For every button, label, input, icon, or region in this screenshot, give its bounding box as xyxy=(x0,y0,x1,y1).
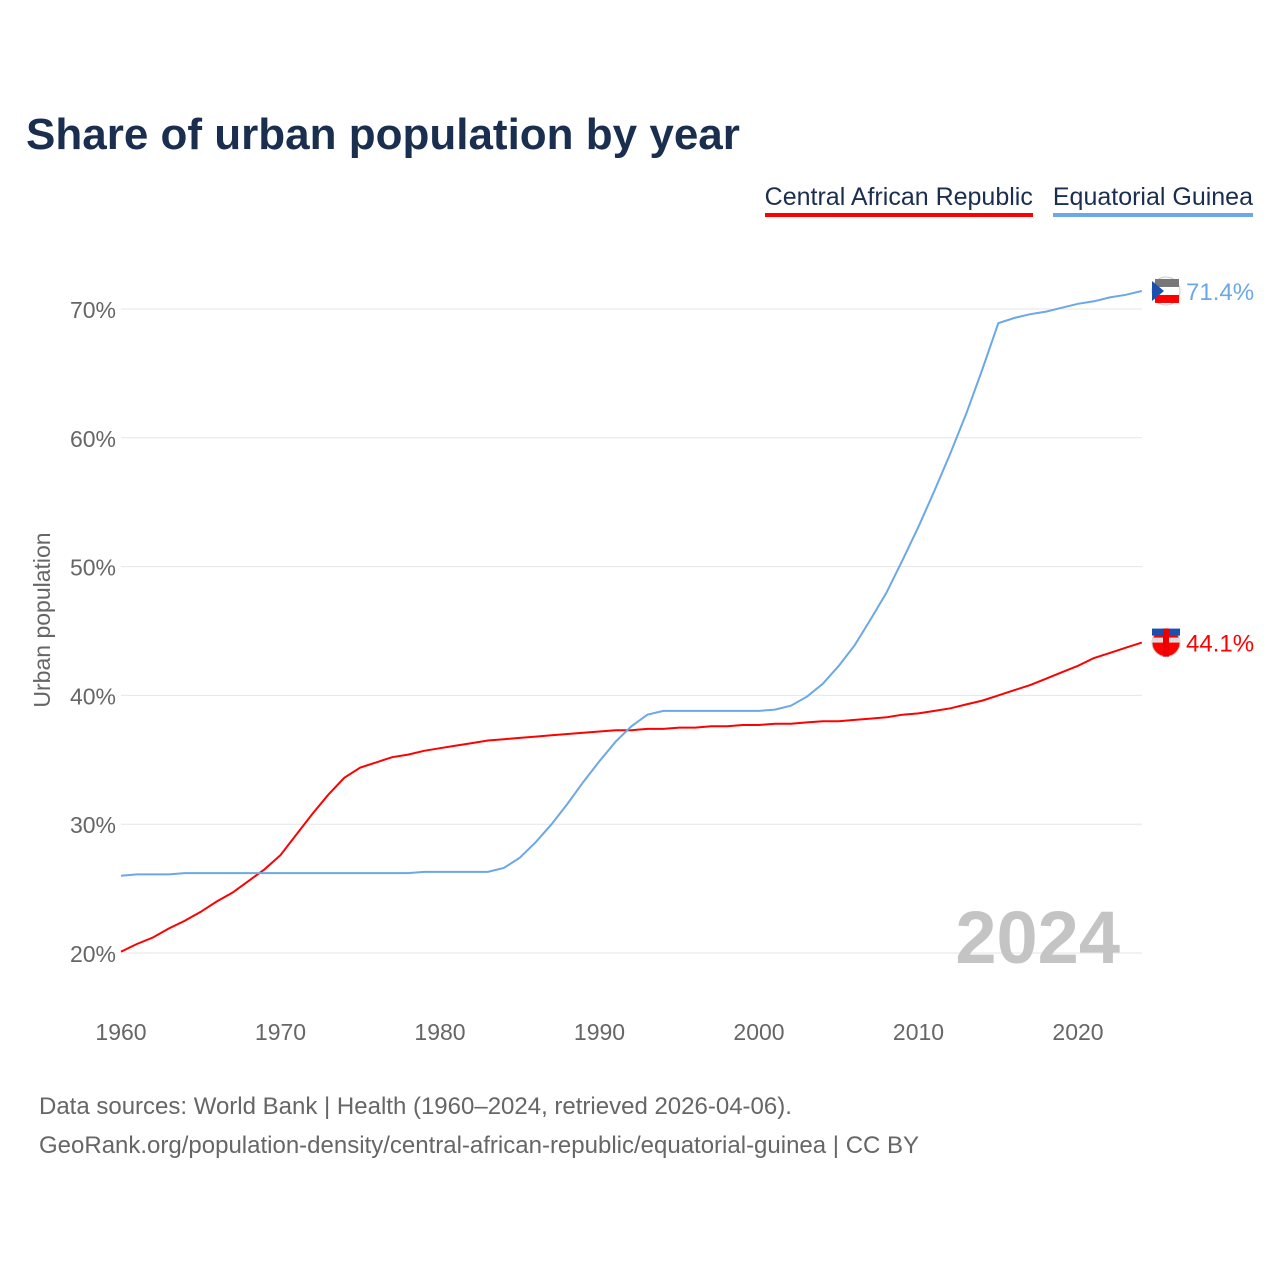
y-tick-label: 50% xyxy=(70,555,116,581)
x-tick-label: 2020 xyxy=(1052,1019,1103,1045)
end-value-label: 44.1% xyxy=(1186,631,1254,658)
flag-icon xyxy=(1155,278,1179,287)
footer: Data sources: World Bank | Health (1960–… xyxy=(39,1087,919,1165)
end-value-label: 71.4% xyxy=(1186,279,1254,306)
x-tick-label: 2000 xyxy=(733,1019,784,1045)
flag-icon xyxy=(1152,280,1164,301)
year-watermark: 2024 xyxy=(955,896,1120,979)
chart-title: Share of urban population by year xyxy=(26,110,740,159)
y-axis-label: Urban population xyxy=(29,532,55,707)
y-tick-label: 30% xyxy=(70,812,116,838)
y-tick-label: 40% xyxy=(70,683,116,709)
x-tick-label: 1960 xyxy=(95,1019,146,1045)
flag-icon xyxy=(1163,628,1169,657)
source-link[interactable]: GeoRank.org/population-density/central-a… xyxy=(39,1132,920,1159)
x-tick-label: 1970 xyxy=(255,1019,306,1045)
y-tick-label: 70% xyxy=(70,297,116,323)
legend-item-central-african-republic[interactable]: Central African Republic xyxy=(764,183,1033,217)
data-source-text: Data sources: World Bank | Health (1960–… xyxy=(39,1093,792,1120)
legend: Central African Republic Equatorial Guin… xyxy=(764,183,1253,217)
x-tick-label: 1990 xyxy=(574,1019,625,1045)
flag-icon xyxy=(1155,294,1179,303)
y-tick-label: 20% xyxy=(70,941,116,967)
y-tick-label: 60% xyxy=(70,426,116,452)
x-tick-label: 2010 xyxy=(893,1019,944,1045)
x-tick-label: 1980 xyxy=(414,1019,465,1045)
series-line-central-african-republic xyxy=(120,641,1143,953)
legend-item-equatorial-guinea[interactable]: Equatorial Guinea xyxy=(1052,183,1253,217)
series-line-equatorial-guinea xyxy=(120,290,1143,877)
